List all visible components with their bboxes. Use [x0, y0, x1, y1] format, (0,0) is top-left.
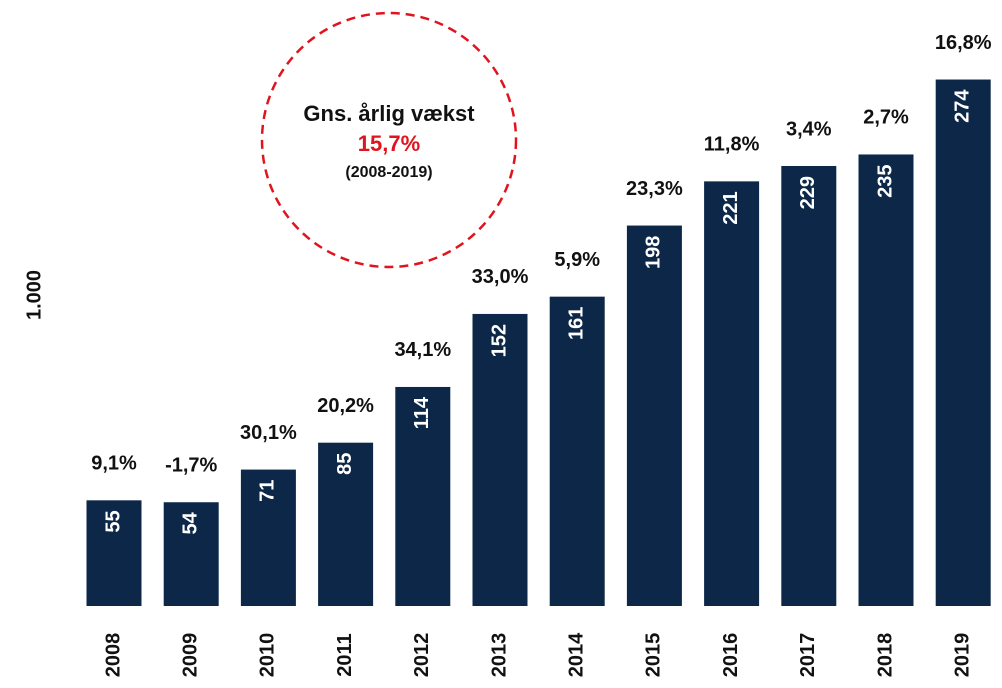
value-label: 274 [951, 89, 973, 123]
value-label: 221 [720, 191, 742, 224]
growth-label: 9,1% [91, 453, 137, 475]
value-label: 54 [179, 511, 201, 534]
bar [318, 442, 374, 606]
growth-label: 16,8% [935, 32, 992, 54]
bar [163, 502, 219, 606]
annotation-circle [260, 11, 518, 269]
x-tick-label: 2019 [951, 633, 973, 678]
value-label: 114 [411, 396, 433, 429]
x-tick-label: 2015 [643, 633, 665, 678]
x-tick-label: 2013 [488, 633, 510, 678]
x-tick-label: 2012 [411, 633, 433, 678]
bar [240, 469, 296, 606]
annotation-value: 15,7% [358, 131, 420, 156]
growth-label: 23,3% [626, 178, 683, 200]
annotation-title: Gns. årlig vækst [303, 101, 475, 126]
value-label: 235 [874, 164, 896, 197]
x-tick-label: 2009 [179, 633, 201, 678]
bar [935, 79, 991, 607]
value-label: 152 [488, 324, 510, 357]
bar [549, 296, 605, 606]
x-tick-label: 2008 [102, 633, 124, 678]
bar [472, 313, 528, 606]
bar [704, 181, 760, 606]
growth-label: 33,0% [472, 266, 529, 288]
bar [626, 225, 682, 607]
x-tick-label: 2010 [257, 633, 279, 678]
value-label: 198 [643, 236, 665, 269]
x-tick-label: 2017 [797, 633, 819, 678]
growth-label: 34,1% [394, 339, 451, 361]
value-label: 161 [565, 307, 587, 340]
bar [395, 386, 451, 606]
growth-label: 30,1% [240, 422, 297, 444]
value-label: 71 [257, 480, 279, 502]
y-axis-label: 1.000 [23, 270, 45, 320]
bar [858, 154, 914, 606]
value-label: 85 [334, 453, 356, 475]
growth-label: 3,4% [786, 118, 832, 140]
growth-label: 5,9% [554, 249, 600, 271]
growth-label: 11,8% [704, 134, 760, 156]
value-label: 229 [797, 176, 819, 209]
x-tick-label: 2018 [874, 633, 896, 678]
growth-label: -1,7% [165, 455, 217, 477]
annotation-period: (2008-2019) [345, 164, 432, 181]
x-tick-label: 2016 [720, 633, 742, 678]
x-tick-label: 2011 [334, 633, 356, 676]
value-label: 55 [102, 510, 124, 532]
bar [781, 165, 837, 606]
growth-label: 2,7% [863, 107, 909, 129]
x-tick-label: 2014 [565, 632, 587, 677]
bar [86, 500, 142, 606]
growth-label: 20,2% [317, 395, 374, 417]
